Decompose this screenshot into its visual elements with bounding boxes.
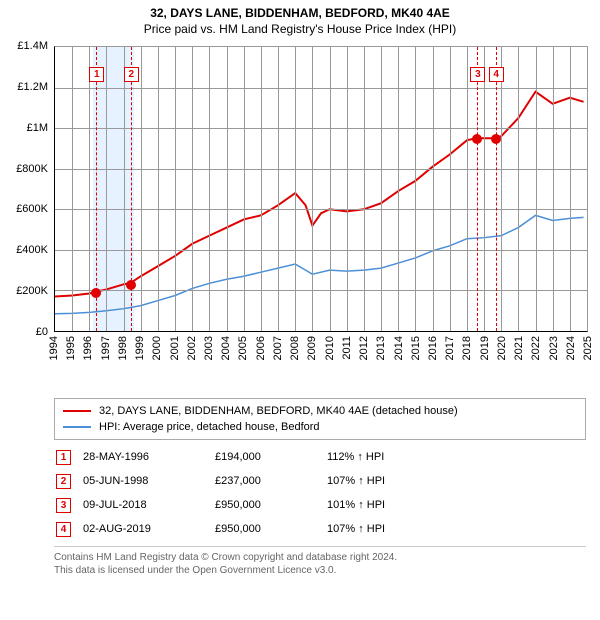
x-axis-label: 2016	[427, 336, 439, 360]
x-axis-label: 2024	[565, 336, 577, 360]
sale-marker-cell: 1	[56, 450, 71, 465]
sale-date: 28-MAY-1996	[83, 446, 213, 468]
x-axis-label: 2020	[496, 336, 508, 360]
x-axis-label: 2010	[324, 336, 336, 360]
x-axis-label: 2019	[479, 336, 491, 360]
sale-price: £237,000	[215, 470, 325, 492]
series-line-hpi	[55, 215, 584, 313]
x-axis-label: 2025	[582, 336, 594, 360]
sale-dot	[126, 280, 136, 290]
title-subtitle: Price paid vs. HM Land Registry's House …	[0, 22, 600, 36]
sale-marker-box: 1	[89, 67, 104, 82]
sale-date: 05-JUN-1998	[83, 470, 213, 492]
table-row: 1 28-MAY-1996£194,000112% ↑ HPI	[56, 446, 395, 468]
x-axis-label: 2005	[237, 336, 249, 360]
chart-container: 32, DAYS LANE, BIDDENHAM, BEDFORD, MK40 …	[0, 0, 600, 577]
y-axis-label: £200K	[8, 285, 48, 297]
x-axis-label: 2023	[548, 336, 560, 360]
x-axis-label: 2015	[410, 336, 422, 360]
plot-region: 1 2 34	[54, 46, 588, 332]
legend-item-price: 32, DAYS LANE, BIDDENHAM, BEDFORD, MK40 …	[63, 403, 577, 419]
title-address: 32, DAYS LANE, BIDDENHAM, BEDFORD, MK40 …	[0, 6, 600, 20]
x-axis-label: 2013	[375, 336, 387, 360]
y-axis-label: £800K	[8, 163, 48, 175]
y-axis-label: £0	[8, 326, 48, 338]
line-layer	[55, 47, 587, 331]
x-axis-label: 2022	[530, 336, 542, 360]
y-axis-label: £400K	[8, 244, 48, 256]
x-axis-label: 2011	[341, 336, 353, 360]
table-row: 3 09-JUL-2018£950,000101% ↑ HPI	[56, 494, 395, 516]
x-axis-label: 2004	[220, 336, 232, 360]
x-axis-label: 2018	[461, 336, 473, 360]
x-axis-label: 1995	[65, 336, 77, 360]
x-axis-label: 1998	[117, 336, 129, 360]
legend-swatch-hpi	[63, 426, 91, 428]
series-line-price_paid	[55, 92, 584, 297]
x-axis-label: 2002	[186, 336, 198, 360]
legend-label-hpi: HPI: Average price, detached house, Bedf…	[99, 421, 320, 433]
x-axis-label: 1994	[48, 336, 60, 360]
x-axis-label: 1999	[134, 336, 146, 360]
sale-marker-box: 4	[489, 67, 504, 82]
footer-line1: Contains HM Land Registry data © Crown c…	[54, 551, 586, 564]
footer-attribution: Contains HM Land Registry data © Crown c…	[54, 546, 586, 577]
sale-dot	[491, 134, 501, 144]
sale-date: 02-AUG-2019	[83, 518, 213, 540]
x-axis-label: 2006	[255, 336, 267, 360]
sale-date: 09-JUL-2018	[83, 494, 213, 516]
table-row: 4 02-AUG-2019£950,000107% ↑ HPI	[56, 518, 395, 540]
chart-area: 1 2 34 £0 £200K £400K £600K £800K £1M £1.2M £1.4M…	[0, 42, 600, 392]
sale-pct: 107% ↑ HPI	[327, 470, 395, 492]
legend: 32, DAYS LANE, BIDDENHAM, BEDFORD, MK40 …	[54, 398, 586, 440]
sales-table: 1 28-MAY-1996£194,000112% ↑ HPI 2 05-JUN-19…	[54, 444, 397, 542]
x-axis-label: 2007	[272, 336, 284, 360]
sale-pct: 107% ↑ HPI	[327, 518, 395, 540]
y-axis-label: £1M	[8, 122, 48, 134]
sale-pct: 101% ↑ HPI	[327, 494, 395, 516]
footer-line2: This data is licensed under the Open Gov…	[54, 564, 586, 577]
x-axis-label: 2017	[444, 336, 456, 360]
sale-dot	[91, 288, 101, 298]
sale-marker-cell: 2	[56, 474, 71, 489]
x-axis-label: 2003	[203, 336, 215, 360]
sale-price: £950,000	[215, 494, 325, 516]
x-axis-label: 2021	[513, 336, 525, 360]
legend-item-hpi: HPI: Average price, detached house, Bedf…	[63, 419, 577, 435]
x-axis-label: 1996	[82, 336, 94, 360]
sale-marker-cell: 3	[56, 498, 71, 513]
sale-marker-box: 2	[124, 67, 139, 82]
sale-pct: 112% ↑ HPI	[327, 446, 395, 468]
x-axis-label: 2000	[151, 336, 163, 360]
x-axis-label: 2008	[289, 336, 301, 360]
x-axis-label: 2009	[306, 336, 318, 360]
x-axis-label: 2001	[169, 336, 181, 360]
y-axis-label: £1.2M	[8, 81, 48, 93]
x-axis-label: 2014	[393, 336, 405, 360]
sale-dot	[472, 134, 482, 144]
sale-price: £950,000	[215, 518, 325, 540]
table-row: 2 05-JUN-1998£237,000107% ↑ HPI	[56, 470, 395, 492]
x-axis-label: 1997	[100, 336, 112, 360]
sale-price: £194,000	[215, 446, 325, 468]
sale-marker-cell: 4	[56, 522, 71, 537]
legend-label-price: 32, DAYS LANE, BIDDENHAM, BEDFORD, MK40 …	[99, 405, 458, 417]
x-axis-label: 2012	[358, 336, 370, 360]
y-axis-label: £600K	[8, 203, 48, 215]
y-axis-label: £1.4M	[8, 40, 48, 52]
sale-marker-box: 3	[470, 67, 485, 82]
legend-swatch-price	[63, 410, 91, 412]
